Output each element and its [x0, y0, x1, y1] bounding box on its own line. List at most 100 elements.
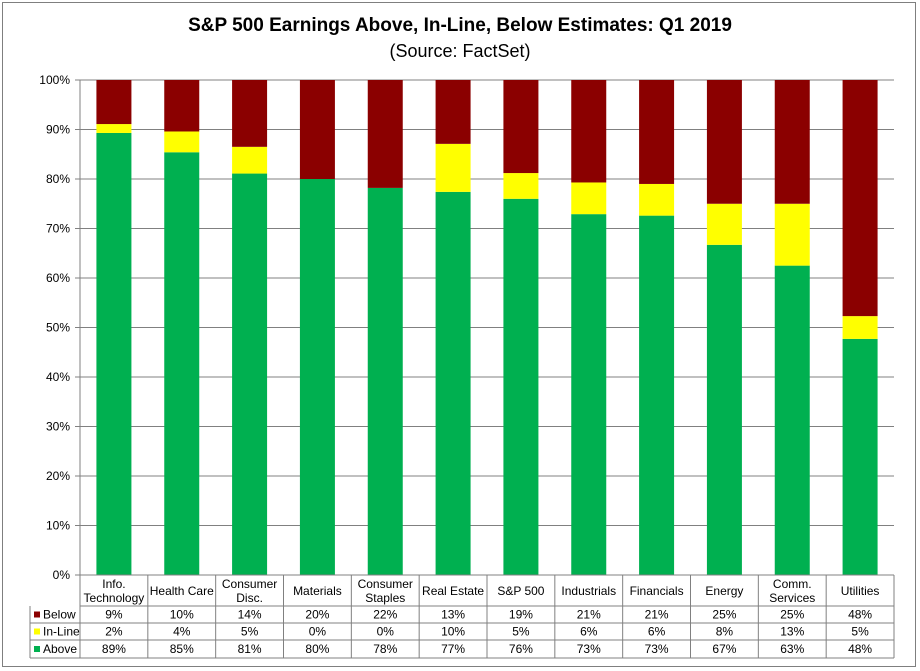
y-tick-label: 100%	[39, 73, 70, 87]
data-label: 13%	[441, 608, 465, 622]
bar-below	[639, 80, 675, 184]
bar-in-line	[706, 203, 742, 245]
data-label: 10%	[170, 608, 194, 622]
bar-below	[299, 80, 335, 179]
bar-below	[774, 80, 810, 204]
data-label: 78%	[373, 642, 397, 656]
data-label: 73%	[645, 642, 669, 656]
data-label: 80%	[305, 642, 329, 656]
legend-label: In-Line	[43, 625, 80, 639]
y-tick-label: 90%	[46, 123, 70, 137]
bar-in-line	[639, 183, 675, 216]
bar-in-line	[571, 182, 607, 215]
bar-below	[232, 80, 268, 147]
y-tick-label: 80%	[46, 172, 70, 186]
data-label: 20%	[305, 608, 329, 622]
bar-in-line	[774, 203, 810, 266]
bar-in-line	[164, 131, 200, 153]
data-label: 2%	[105, 625, 123, 639]
data-label: 6%	[648, 625, 666, 639]
category-label: Utilities	[841, 584, 880, 598]
bar-above	[639, 215, 675, 575]
data-label: 48%	[848, 608, 872, 622]
bar-below	[367, 80, 403, 188]
bar-below	[503, 80, 539, 174]
bar-above	[164, 152, 200, 575]
data-label: 73%	[577, 642, 601, 656]
bar-below	[571, 80, 607, 183]
data-label: 10%	[441, 625, 465, 639]
data-label: 77%	[441, 642, 465, 656]
bar-above	[232, 173, 268, 575]
data-label: 8%	[716, 625, 734, 639]
y-tick-label: 30%	[46, 420, 70, 434]
data-label: 22%	[373, 608, 397, 622]
bar-above	[774, 265, 810, 575]
data-label: 85%	[170, 642, 194, 656]
data-label: 13%	[780, 625, 804, 639]
legend-label: Below	[43, 608, 76, 622]
category-label: Comm.	[773, 577, 812, 591]
category-label: Consumer	[358, 577, 413, 591]
bar-in-line	[435, 143, 471, 192]
data-label: 25%	[780, 608, 804, 622]
bar-in-line	[96, 124, 132, 133]
category-label: Consumer	[222, 577, 277, 591]
category-label: Real Estate	[422, 584, 484, 598]
data-label: 9%	[105, 608, 123, 622]
data-label: 5%	[512, 625, 530, 639]
data-label: 0%	[309, 625, 327, 639]
category-label: Energy	[705, 584, 743, 598]
bar-above	[435, 191, 471, 575]
bar-below	[96, 80, 132, 125]
bar-above	[842, 338, 878, 575]
y-tick-label: 60%	[46, 271, 70, 285]
data-label: 6%	[580, 625, 598, 639]
category-label: Disc.	[236, 591, 263, 605]
y-tick-label: 50%	[46, 321, 70, 335]
data-label: 14%	[238, 608, 262, 622]
bar-above	[299, 179, 335, 575]
data-label: 76%	[509, 642, 533, 656]
data-label: 21%	[645, 608, 669, 622]
bar-in-line	[232, 146, 268, 174]
legend-key-below	[34, 611, 40, 618]
data-label: 4%	[173, 625, 191, 639]
bar-below	[164, 80, 200, 132]
data-label: 67%	[712, 642, 736, 656]
bar-above	[706, 244, 742, 575]
y-tick-label: 70%	[46, 222, 70, 236]
y-tick-label: 20%	[46, 469, 70, 483]
bar-above	[367, 187, 403, 575]
category-label: Technology	[84, 591, 145, 605]
data-label: 25%	[712, 608, 736, 622]
bar-in-line	[842, 316, 878, 339]
legend-key-above	[34, 646, 40, 652]
category-label: Financials	[630, 584, 684, 598]
chart-title: S&P 500 Earnings Above, In-Line, Below E…	[188, 15, 732, 36]
y-tick-label: 0%	[53, 568, 71, 582]
bar-above	[96, 132, 132, 575]
bar-above	[503, 198, 539, 576]
data-label: 0%	[377, 625, 395, 639]
bar-below	[435, 80, 471, 144]
category-label: S&P 500	[497, 584, 544, 598]
legend-key-in-line	[34, 628, 40, 635]
chart-subtitle: (Source: FactSet)	[389, 41, 531, 61]
data-label: 21%	[577, 608, 601, 622]
data-label: 63%	[780, 642, 804, 656]
category-label: Info.	[102, 577, 125, 591]
y-tick-label: 40%	[46, 370, 70, 384]
bar-below	[706, 80, 742, 204]
data-label: 81%	[238, 642, 262, 656]
bar-in-line	[503, 173, 539, 199]
bar-below	[842, 80, 878, 317]
category-label: Services	[769, 591, 815, 605]
data-label: 19%	[509, 608, 533, 622]
data-label: 89%	[102, 642, 126, 656]
category-label: Staples	[365, 591, 405, 605]
bar-above	[571, 214, 607, 575]
y-tick-label: 10%	[46, 519, 70, 533]
category-label: Materials	[293, 584, 342, 598]
